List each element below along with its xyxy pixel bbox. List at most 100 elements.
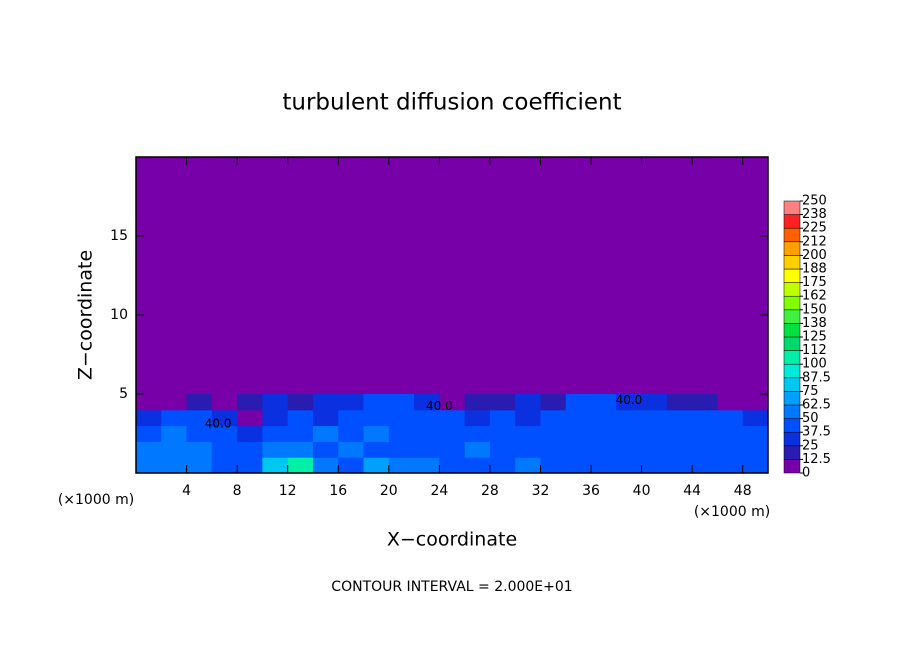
- field-cell: [312, 394, 339, 411]
- field-cell: [540, 457, 567, 474]
- chart-title: turbulent diffusion coefficient: [282, 90, 621, 116]
- field-cell: [666, 425, 693, 442]
- field-cell: [186, 457, 213, 474]
- colorbar-label: 37.5: [802, 425, 831, 440]
- footnote: CONTOUR INTERVAL = 2.000E+01: [331, 579, 572, 595]
- field-cell: [641, 425, 668, 442]
- field-cell: [540, 441, 567, 458]
- field-cell: [489, 441, 516, 458]
- field-cell: [489, 394, 516, 411]
- field-cell: [312, 441, 339, 458]
- field-cell: [363, 441, 390, 458]
- field-cell: [136, 457, 162, 474]
- field-cell: [742, 425, 769, 442]
- field-cell: [237, 457, 263, 474]
- field-cell: [591, 394, 617, 411]
- field-cell: [717, 425, 744, 442]
- field-cell: [591, 425, 617, 442]
- colorbar-label: 212: [802, 234, 827, 249]
- field-cell: [464, 409, 491, 427]
- field-cell: [388, 425, 415, 442]
- contour-label: 40.0: [616, 393, 643, 407]
- y-axis-label: Z−coordinate: [75, 250, 97, 380]
- field-cell: [414, 409, 440, 427]
- field-cell: [161, 425, 188, 442]
- colorbar-swatch: [783, 200, 801, 215]
- field-cell: [161, 409, 188, 427]
- field-cell: [515, 409, 541, 427]
- field-cell: [717, 409, 744, 427]
- colorbar-label: 75: [802, 384, 819, 399]
- field-cell: [186, 425, 213, 442]
- field-cell: [591, 457, 617, 474]
- y-tick-label: 5: [119, 386, 128, 402]
- field-cell: [312, 457, 339, 474]
- colorbar-swatch: [783, 404, 801, 419]
- colorbar-swatch: [783, 323, 801, 338]
- field-cell: [540, 409, 567, 427]
- field-cell: [237, 441, 263, 458]
- field-cell: [616, 425, 643, 442]
- colorbar-label: 162: [802, 289, 827, 304]
- field-cell: [312, 409, 339, 427]
- field-cell: [515, 457, 541, 474]
- field-cell: [363, 394, 390, 411]
- colorbar-label: 138: [802, 316, 827, 331]
- field-cell: [565, 425, 592, 442]
- field-cell: [489, 425, 516, 442]
- field-cell: [414, 394, 440, 411]
- field-cell: [641, 394, 668, 411]
- field-cell: [515, 441, 541, 458]
- field-cell: [338, 425, 365, 442]
- colorbar-swatch: [783, 377, 801, 392]
- field-cell: [565, 409, 592, 427]
- field-cell: [262, 441, 289, 458]
- field-cell: [565, 457, 592, 474]
- field-cell: [287, 441, 314, 458]
- field-cell: [540, 394, 567, 411]
- x-tick-label: 8: [233, 483, 242, 499]
- field-cell: [312, 425, 339, 442]
- field-cell: [136, 394, 162, 411]
- field-cell: [414, 425, 440, 442]
- colorbar-label: 188: [802, 262, 827, 277]
- x-tick-label: 36: [582, 483, 600, 499]
- contour-label: 40.0: [426, 399, 453, 413]
- x-tick-label: 16: [329, 483, 347, 499]
- y-tick-label: 10: [110, 307, 128, 323]
- field-cell: [439, 441, 466, 458]
- field-cell: [211, 441, 238, 458]
- field-cell: [742, 457, 769, 474]
- colorbar-swatch: [783, 241, 801, 256]
- field-cell: [363, 425, 390, 442]
- field-cell: [515, 425, 541, 442]
- field-cell: [464, 441, 491, 458]
- colorbar-label: 12.5: [802, 452, 831, 467]
- field-cell: [363, 409, 390, 427]
- field-cell: [388, 394, 415, 411]
- field-cell: [439, 409, 466, 427]
- field-cell: [616, 394, 643, 411]
- field-cell: [439, 394, 466, 411]
- field-cell: [641, 457, 668, 474]
- y-unit: (×1000 m): [58, 492, 134, 508]
- field-cell: [388, 441, 415, 458]
- field-cell: [717, 441, 744, 458]
- x-tick-label: 12: [279, 483, 297, 499]
- x-tick-label: 20: [380, 483, 398, 499]
- field-cell: [692, 394, 718, 411]
- field-cell: [489, 457, 516, 474]
- field-cell: [161, 394, 188, 411]
- colorbar-swatch: [783, 268, 801, 283]
- colorbar-swatch: [783, 418, 801, 433]
- colorbar-label: 0: [802, 466, 810, 481]
- field-cell: [692, 409, 718, 427]
- colorbar-label: 250: [802, 194, 827, 209]
- x-tick-label: 24: [430, 483, 448, 499]
- x-tick-label: 44: [683, 483, 701, 499]
- field-cell: [742, 394, 769, 411]
- field-cell: [338, 441, 365, 458]
- field-cell: [388, 409, 415, 427]
- colorbar-swatch: [783, 336, 801, 351]
